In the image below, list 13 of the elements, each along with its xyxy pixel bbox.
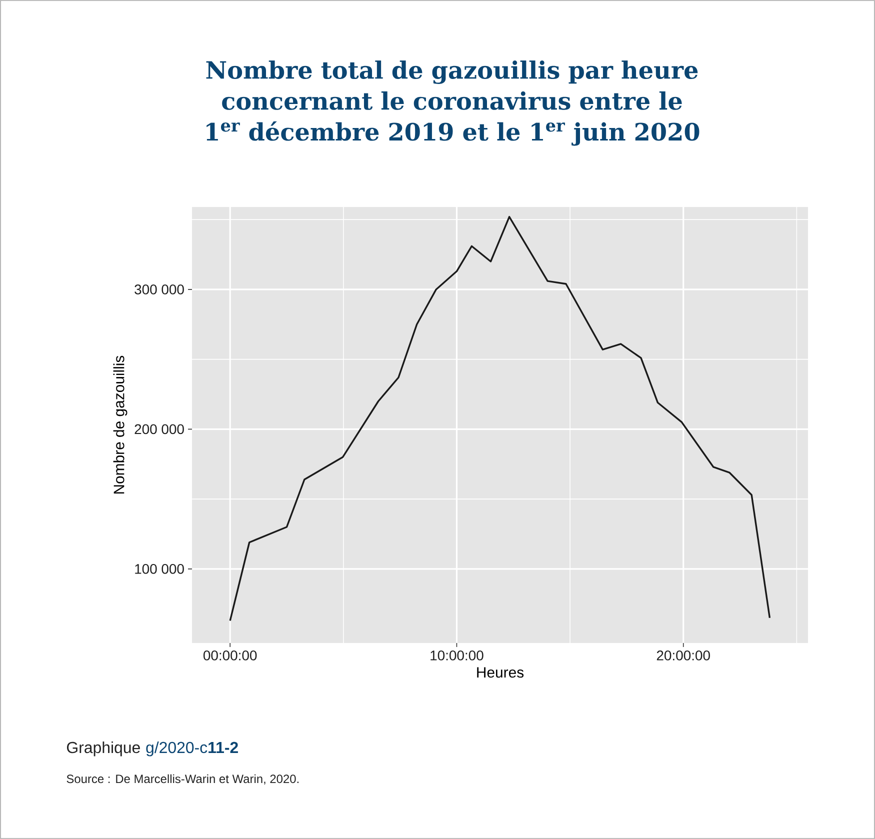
text: Graphique (67, 741, 140, 756)
source-note: Source : De Marcellis-Warin et Warin, 2020. (66, 774, 299, 785)
y-tick-label: 200 000 (134, 424, 184, 434)
x-tick-label: 00:00:00 (203, 650, 257, 660)
y-tick-label: 300 000 (134, 284, 184, 294)
x-tick-label: 10:00:00 (430, 650, 484, 660)
x-axis-title: Heures (477, 667, 524, 678)
line-series (229, 216, 771, 622)
chart-title: Nombre total de gazouillis par heure concernant le coronavirus entre le 1$^{er}$ décembre 2019 et le 1$^{er}$ juin 2020 (206, 60, 700, 146)
x-tick-label: 20:00:00 (656, 650, 710, 660)
y-axis-title: Nombre de gazouillis (113, 356, 128, 494)
y-tick-label: 100 000 (135, 564, 184, 574)
text: g/2020-c11-2 (146, 741, 238, 756)
